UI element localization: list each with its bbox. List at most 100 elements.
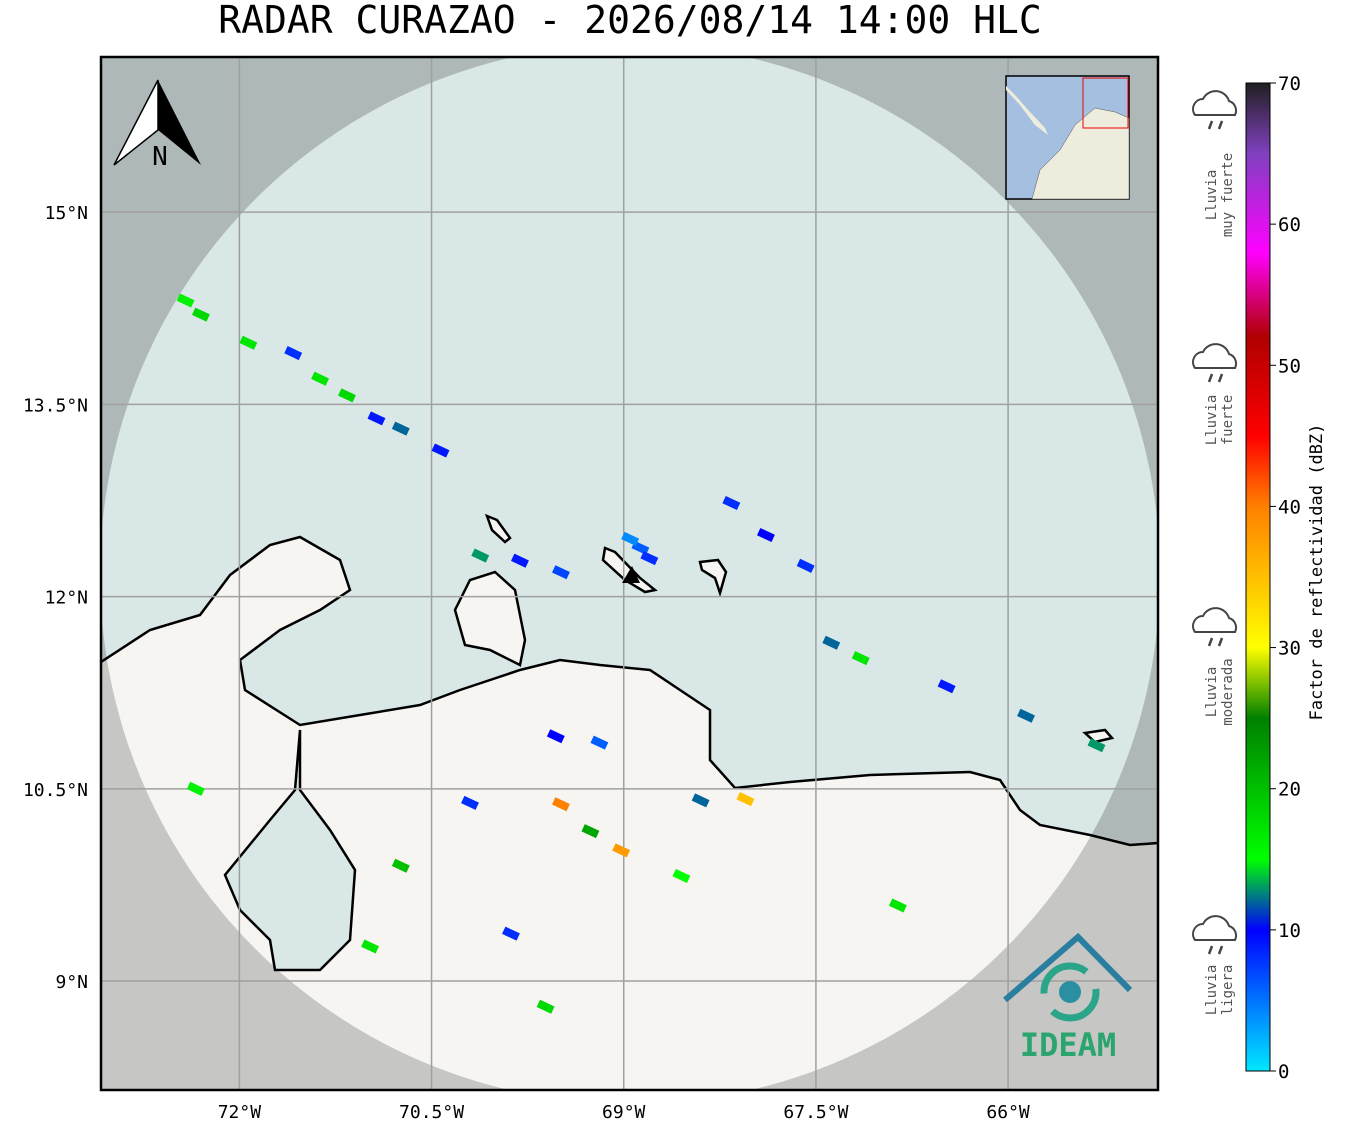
- peninsula: [455, 572, 525, 665]
- radar-echo: [546, 729, 565, 744]
- north-label: N: [152, 142, 168, 172]
- radar-echo: [1017, 708, 1035, 723]
- logo-roof: [1003, 932, 1133, 1003]
- radar-land: [101, 537, 1158, 1090]
- legend-label: Lluvia: [1204, 965, 1220, 1016]
- radar-site: [622, 566, 640, 583]
- x-tick-label: 67.5°W: [783, 1102, 848, 1123]
- radar-echo: [590, 735, 609, 750]
- legend-item: Lluvia ligera: [1192, 915, 1238, 1016]
- logo-swirl: [1040, 962, 1100, 1022]
- radar-echo: [822, 635, 841, 650]
- colorbar-tick-label: 30: [1278, 638, 1301, 660]
- radar-echo: [391, 858, 410, 873]
- colorbar-tick-label: 70: [1278, 73, 1301, 95]
- island-aruba: [484, 513, 512, 544]
- rain-icon: [1192, 343, 1238, 369]
- radar-echo: [338, 388, 356, 403]
- rain-drop: [1217, 637, 1224, 647]
- lake-maracaibo: [223, 729, 357, 972]
- legend-label: muy fuerte: [1220, 153, 1236, 237]
- radar-echo: [722, 496, 741, 511]
- radar-echo: [367, 411, 386, 426]
- island-bonaire: [698, 558, 728, 598]
- legend-label: ligera: [1220, 965, 1236, 1016]
- radar-echo: [796, 558, 815, 573]
- legend-item: Lluvia fuerte: [1192, 343, 1238, 446]
- rain-icon: [1192, 915, 1238, 941]
- radar-echo: [937, 679, 956, 694]
- radar-echo: [552, 797, 570, 812]
- radar-echo: [536, 999, 555, 1014]
- radar-echo: [672, 868, 691, 883]
- legend-label: Lluvia: [1204, 170, 1220, 221]
- radar-echo: [239, 335, 258, 350]
- radar-echo: [431, 443, 450, 458]
- rain-drop: [1207, 945, 1214, 955]
- rain-drop: [1217, 120, 1224, 130]
- logo-eye: [1059, 981, 1081, 1003]
- colorbar-tick-label: 40: [1278, 496, 1301, 518]
- x-tick-label: 70.5°W: [399, 1102, 464, 1123]
- radar-echo: [621, 531, 640, 546]
- radar-echo: [186, 781, 205, 796]
- radar-echo: [736, 792, 755, 807]
- inset-land: [1031, 107, 1130, 200]
- rain-icon: [1192, 90, 1238, 116]
- coastline: [101, 535, 1158, 847]
- rain-drop: [1207, 373, 1214, 383]
- radar-echo: [511, 553, 529, 568]
- colorbar: [1245, 82, 1271, 1072]
- x-tick-label: 66°W: [986, 1102, 1030, 1123]
- radar-echo: [191, 307, 210, 322]
- radar-echo: [176, 293, 195, 308]
- radar-echo: [757, 528, 775, 543]
- x-tick-label: 69°W: [602, 1102, 646, 1123]
- north-arrow-right: [158, 80, 201, 165]
- colorbar-tick-label: 50: [1278, 355, 1301, 377]
- rain-drop: [1217, 373, 1224, 383]
- legend-label: fuerte: [1220, 395, 1236, 446]
- colorbar-tick-label: 10: [1278, 920, 1301, 942]
- map-frame: [99, 55, 1160, 1092]
- island-curacao: [601, 546, 658, 594]
- legend-label: moderada: [1220, 658, 1236, 725]
- radar-echo: [640, 551, 659, 566]
- radar-echo: [502, 926, 520, 941]
- map: N IDEAM: [101, 57, 1158, 1090]
- ideam-logo: IDEAM: [1003, 932, 1133, 1064]
- inset-map: [1005, 75, 1130, 200]
- legend-item: Lluvia muy fuerte: [1192, 90, 1238, 237]
- radar-echo: [471, 548, 490, 563]
- radar-echo: [612, 843, 631, 858]
- colorbar-tick-label: 20: [1278, 779, 1301, 801]
- x-tick-label: 72°W: [218, 1102, 262, 1123]
- y-tick-label: 12°N: [45, 588, 88, 609]
- radar-echo: [391, 421, 410, 436]
- inset-extent: [1082, 77, 1129, 129]
- y-tick-label: 13.5°N: [23, 395, 88, 416]
- rain-icon: [1192, 607, 1238, 633]
- radar-echo: [691, 793, 710, 808]
- colorbar-tick-label: 0: [1278, 1061, 1289, 1083]
- radar-echo: [1087, 738, 1106, 753]
- colorbar-tick-label: 60: [1278, 214, 1301, 236]
- rain-drop: [1217, 945, 1224, 955]
- radar-echo: [851, 651, 870, 666]
- y-tick-label: 15°N: [45, 203, 88, 224]
- legend-label: Lluvia: [1204, 395, 1220, 446]
- legend-item: Lluvia moderada: [1192, 607, 1238, 726]
- radar-echo: [888, 898, 907, 913]
- y-tick-label: 10.5°N: [23, 780, 88, 801]
- title: RADAR CURAZAO - 2026/08/14 14:00 HLC: [218, 0, 1042, 42]
- radar-echo: [311, 371, 330, 386]
- y-tick-label: 9°N: [55, 972, 88, 993]
- inset-central-america: [1006, 86, 1048, 135]
- rain-drop: [1207, 637, 1214, 647]
- north-arrow: N: [113, 79, 201, 172]
- rain-drop: [1207, 120, 1214, 130]
- radar-echo: [581, 824, 600, 839]
- legend-label: Lluvia: [1204, 667, 1220, 718]
- logo-text: IDEAM: [1020, 1026, 1116, 1064]
